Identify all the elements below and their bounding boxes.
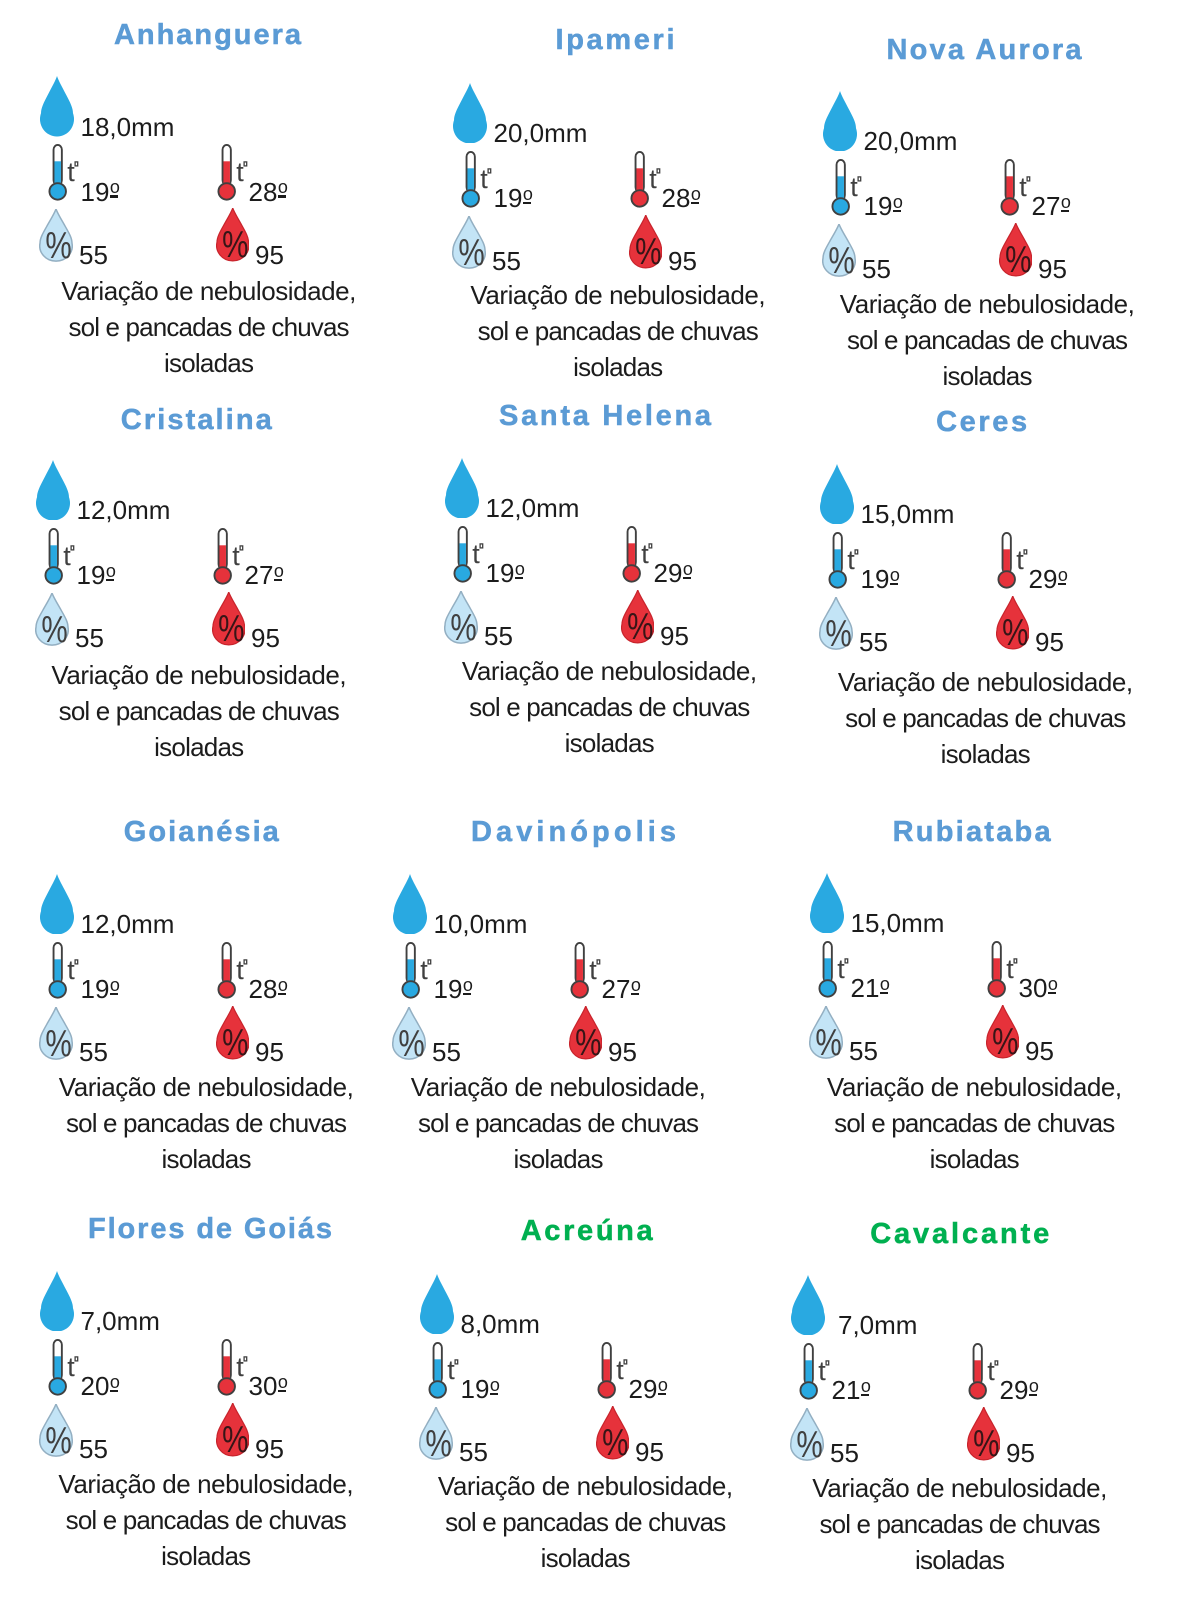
svg-text:t: t [67,955,75,985]
svg-text:%: % [426,1422,452,1462]
svg-text:t: t [837,954,845,984]
svg-text:t: t [447,1355,455,1385]
svg-text:t: t [236,955,244,985]
svg-text:t: t [1006,954,1014,984]
svg-text:t: t [649,164,657,194]
svg-text:%: % [42,608,68,648]
svg-text:t: t [67,1352,75,1382]
svg-text:%: % [797,1423,823,1463]
svg-text:%: % [222,224,248,264]
svg-text:%: % [1005,238,1031,278]
svg-text:%: % [222,1418,248,1458]
svg-text:t: t [232,541,240,571]
svg-text:t: t [420,955,428,985]
svg-text:%: % [451,606,477,646]
svg-text:%: % [222,1021,248,1061]
svg-text:t: t [616,1355,624,1385]
svg-text:t: t [1016,545,1024,575]
svg-text:t: t [63,541,71,571]
svg-text:%: % [816,1021,842,1061]
svg-text:%: % [1002,611,1028,651]
svg-text:%: % [635,230,661,270]
svg-text:%: % [46,1022,72,1062]
svg-text:%: % [829,239,855,279]
svg-text:t: t [987,1356,995,1386]
svg-text:t: t [850,172,858,202]
svg-text:%: % [218,607,244,647]
svg-text:t: t [818,1356,826,1386]
svg-text:%: % [826,612,852,652]
svg-text:t: t [67,157,75,187]
svg-text:%: % [459,231,485,271]
svg-text:%: % [992,1020,1018,1060]
svg-text:%: % [602,1421,628,1461]
svg-text:t: t [236,1352,244,1382]
svg-text:%: % [973,1422,999,1462]
svg-text:%: % [627,605,653,645]
svg-text:%: % [46,225,72,265]
svg-text:t: t [1019,172,1027,202]
svg-text:t: t [847,545,855,575]
svg-text:t: t [236,157,244,187]
svg-text:%: % [575,1021,601,1061]
svg-text:t: t [480,164,488,194]
svg-text:%: % [46,1419,72,1459]
svg-text:%: % [399,1022,425,1062]
svg-text:t: t [472,539,480,569]
svg-text:t: t [641,539,649,569]
svg-text:t: t [589,955,597,985]
